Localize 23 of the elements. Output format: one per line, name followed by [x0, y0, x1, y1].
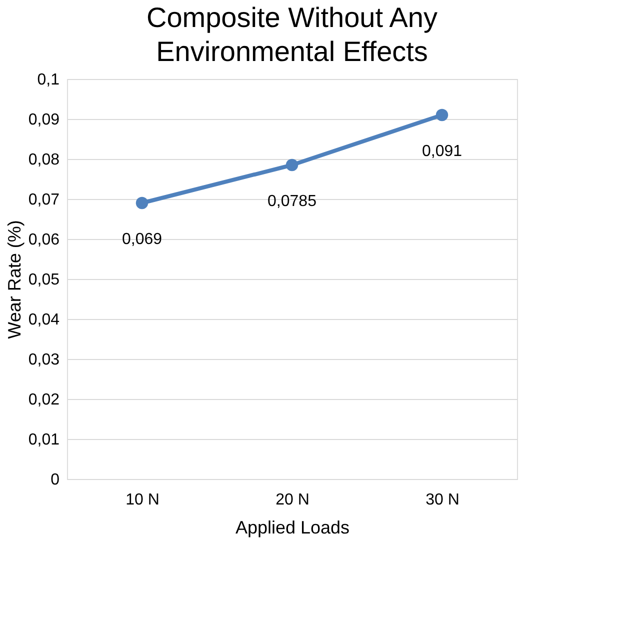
x-tick-label: 20 N	[276, 492, 310, 508]
point	[136, 196, 148, 210]
y-tick-label: 0,04	[28, 312, 60, 328]
y-tick-label: 0,05	[28, 272, 60, 288]
data-label: 0,091	[422, 143, 462, 160]
data-label: 0,069	[122, 231, 162, 248]
y-tick-label: 0,03	[28, 352, 60, 368]
y-tick-label: 0,09	[28, 112, 60, 128]
point	[436, 108, 448, 122]
y-tick-label: 0,02	[28, 392, 60, 408]
point	[286, 158, 298, 172]
y-tick-label: 0,07	[28, 192, 60, 208]
chart-title: Composite Without Any Environmental Effects	[146, 2, 438, 67]
x-tick-label: 10 N	[126, 492, 160, 508]
y-axis-title: Wear Rate (%)	[4, 220, 24, 339]
y-tick-label: 0,08	[28, 152, 60, 168]
data-label: 0,0785	[268, 193, 317, 210]
y-tick-label: 0	[50, 472, 60, 488]
y-tick-label: 0,01	[28, 432, 60, 448]
y-tick-label: 0,1	[37, 72, 60, 88]
x-tick-label: 30 N	[426, 492, 460, 508]
x-axis-title: Applied Loads	[235, 518, 350, 538]
y-tick-label: 0,06	[28, 232, 60, 248]
